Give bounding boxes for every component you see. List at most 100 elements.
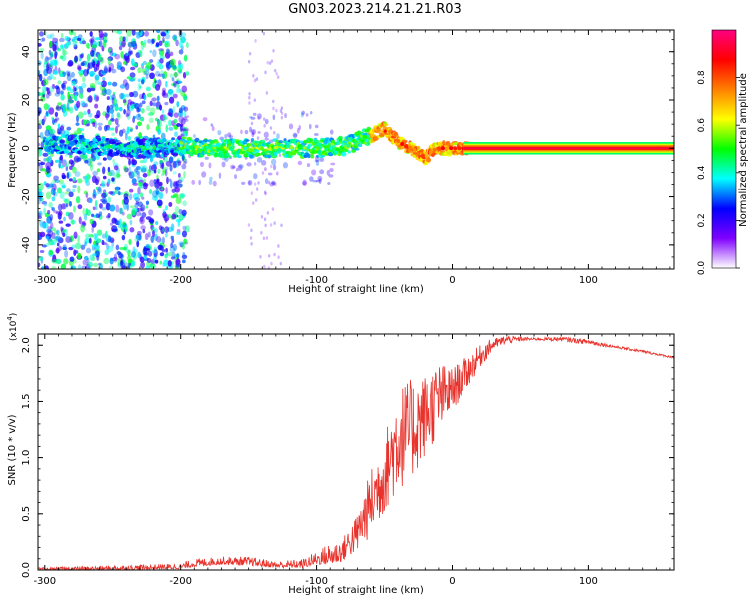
noise-blob (89, 118, 93, 124)
snr-x-label: Height of straight line (km) (288, 585, 424, 596)
ridge-core (400, 141, 405, 146)
noise-blob (249, 126, 253, 133)
noise-blob (122, 99, 127, 104)
noise-blob (231, 165, 236, 169)
colorbar-tick-label: 0.4 (697, 165, 707, 180)
noise-blob (101, 239, 105, 245)
noise-blob (137, 67, 142, 74)
noise-blob (56, 86, 61, 95)
noise-blob (148, 117, 154, 124)
noise-blob (126, 103, 130, 111)
ridge-blob (317, 142, 323, 147)
ridge-blob (76, 141, 81, 145)
noise-blob (68, 211, 74, 220)
noise-blob (181, 242, 186, 250)
noise-blob (263, 264, 266, 269)
noise-blob (257, 130, 261, 134)
noise-blob (173, 80, 177, 88)
noise-blob (156, 95, 160, 102)
noise-blob (87, 95, 93, 103)
noise-blob (131, 260, 136, 267)
noise-blob (43, 103, 49, 111)
ridge-blob (354, 147, 360, 151)
noise-blob (170, 58, 176, 67)
noise-blob (55, 106, 62, 112)
noise-blob (42, 222, 49, 229)
y-tick-label: 0.5 (21, 506, 32, 522)
noise-blob (55, 235, 61, 241)
noise-blob (280, 223, 283, 228)
noise-blob (253, 78, 257, 83)
noise-blob (153, 169, 157, 174)
ridge-blob (338, 135, 343, 141)
noise-blob (193, 133, 196, 138)
x-tick-label: 0 (449, 275, 455, 286)
noise-blob (49, 40, 53, 48)
noise-blob (136, 207, 140, 212)
noise-blob (120, 66, 126, 73)
noise-blob (47, 229, 54, 237)
noise-blob (198, 179, 202, 186)
colorbar-label: Normalized spectral amplitude (738, 73, 749, 227)
noise-blob (147, 169, 151, 177)
noise-blob (158, 63, 164, 70)
noise-blob (159, 260, 163, 265)
noise-blob (45, 236, 49, 240)
noise-blob (161, 87, 167, 94)
noise-blob (129, 205, 136, 209)
noise-blob (80, 224, 86, 233)
noise-blob (112, 91, 116, 96)
noise-blob (40, 197, 44, 202)
noise-blob (119, 92, 124, 100)
noise-blob (179, 33, 183, 42)
noise-blob (66, 102, 70, 111)
noise-blob (82, 76, 86, 83)
ridge-blob (238, 149, 243, 153)
noise-blob (75, 91, 79, 96)
ridge-core (449, 146, 454, 151)
noise-blob (60, 94, 65, 101)
noise-blob (165, 232, 168, 238)
noise-blob (164, 253, 168, 259)
noise-blob (162, 92, 169, 99)
noise-blob (62, 244, 67, 250)
noise-blob (168, 201, 173, 207)
noise-blob (182, 225, 187, 231)
noise-blob (184, 225, 190, 233)
noise-blob (86, 158, 92, 166)
noise-blob (184, 118, 189, 122)
noise-blob (184, 158, 188, 164)
noise-blob (264, 118, 269, 125)
y-tick-label: 0 (21, 145, 32, 151)
noise-blob (39, 219, 44, 227)
noise-blob (316, 179, 321, 183)
noise-blob (105, 230, 108, 238)
noise-blob (128, 262, 132, 267)
noise-blob (58, 220, 64, 224)
noise-blob (169, 51, 174, 57)
noise-blob (177, 161, 182, 166)
noise-blob (90, 49, 95, 57)
noise-blob (178, 115, 184, 124)
noise-blob (263, 167, 267, 172)
noise-blob (171, 83, 177, 87)
noise-blob (145, 205, 149, 209)
noise-blob (247, 223, 251, 227)
noise-blob (83, 69, 89, 77)
noise-blob (70, 219, 76, 225)
noise-blob (154, 228, 158, 233)
noise-blob (111, 177, 115, 182)
noise-blob (185, 41, 189, 49)
noise-blob (261, 171, 265, 175)
noise-blob (78, 92, 83, 99)
noise-blob (65, 223, 71, 227)
noise-blob (280, 115, 284, 120)
noise-blob (259, 255, 262, 259)
ridge-blob (168, 139, 174, 143)
noise-blob (95, 95, 100, 102)
noise-blob (134, 234, 139, 243)
noise-blob (126, 108, 131, 117)
noise-blob (272, 114, 276, 121)
noise-blob (159, 104, 163, 111)
noise-blob (234, 174, 238, 180)
